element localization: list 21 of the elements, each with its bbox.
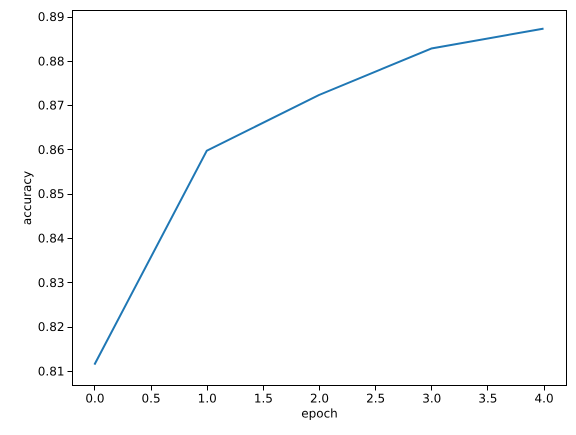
y-tick-label: 0.82 — [38, 320, 64, 334]
x-tick-label: 2.0 — [310, 392, 330, 406]
y-axis-title: accuracy — [20, 170, 34, 226]
x-tick-label: 4.0 — [534, 392, 554, 406]
y-tick-label: 0.86 — [38, 142, 64, 157]
x-tick-label: 2.5 — [366, 392, 386, 406]
y-tick-label: 0.89 — [38, 10, 64, 24]
y-tick-label: 0.84 — [38, 232, 64, 246]
line-series — [93, 28, 545, 366]
x-tick-label: 1.5 — [254, 392, 273, 406]
x-tick-label: 0.5 — [142, 392, 161, 406]
x-axis-title: epoch — [301, 406, 338, 420]
x-tick-label: 3.0 — [422, 392, 442, 406]
x-tick-label: 1.0 — [198, 392, 217, 406]
y-tick-label: 0.81 — [38, 364, 64, 378]
y-tick-label: 0.87 — [38, 98, 64, 113]
y-tick-label: 0.88 — [38, 54, 64, 68]
y-tick-label: 0.85 — [38, 187, 64, 202]
x-tick-label: 3.5 — [478, 392, 498, 406]
y-tick-label: 0.83 — [38, 276, 64, 290]
x-tick-label: 0.0 — [85, 392, 104, 406]
